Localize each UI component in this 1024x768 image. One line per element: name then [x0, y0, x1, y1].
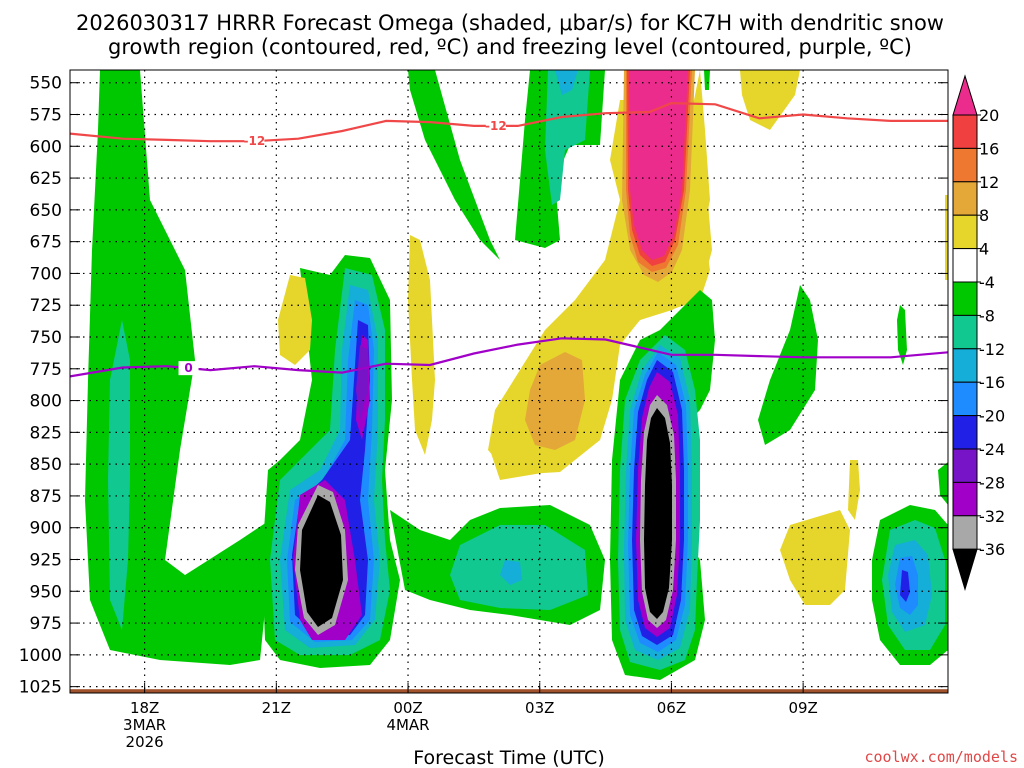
y-tick-label: 950 — [30, 582, 62, 602]
y-tick-label: 975 — [30, 614, 62, 634]
omega-shading — [85, 70, 948, 680]
y-tick-label: 725 — [30, 296, 62, 316]
colorbar-level-label: 12 — [979, 173, 999, 192]
y-tick-label: 625 — [30, 169, 62, 189]
omega-region-neg12-low-band — [500, 560, 522, 585]
omega-region-neg36-05z-column — [644, 408, 672, 619]
colorbar-level-label: 8 — [979, 206, 989, 225]
y-tick-label: 775 — [30, 360, 62, 380]
x-tick-label: 3MAR — [123, 716, 166, 734]
chart-title-line-2: growth region (contoured, red, ºC) and f… — [108, 35, 912, 59]
y-tick-label: 575 — [30, 106, 62, 126]
freezing-contour-label: 0 — [184, 361, 192, 375]
colorbar-band — [952, 281, 978, 316]
x-tick-label: 06Z — [657, 699, 686, 717]
colorbar-level-label: -32 — [979, 507, 1005, 526]
colorbar-level-label: -20 — [979, 407, 1005, 426]
omega-region-pos4-patch-f — [780, 510, 850, 605]
colorbar-bottom-arrow — [952, 548, 978, 591]
y-tick-label: 750 — [30, 328, 62, 348]
y-tick-label: 550 — [30, 74, 62, 94]
colorbar-level-label: -24 — [979, 440, 1005, 459]
x-tick-label: 09Z — [788, 699, 817, 717]
colorbar-level-label: -28 — [979, 473, 1005, 492]
omega-region-pos4-patch-d — [945, 195, 948, 280]
omega-region-neg12-upper-band — [555, 70, 578, 95]
x-tick-label: 21Z — [262, 699, 291, 717]
freezing-level-zero-contour — [70, 337, 948, 378]
freezing-contour-label-bg — [178, 361, 199, 376]
x-tick-label: 4MAR — [386, 716, 429, 734]
colorbar-level-label: -36 — [979, 540, 1005, 559]
colorbar-level-label: 20 — [979, 106, 999, 125]
colorbar-level-label: 16 — [979, 139, 999, 158]
omega-region-neg8-upper-band — [545, 70, 590, 205]
dgz-contour-label-2: -12 — [485, 119, 507, 133]
omega-region-neg8-left-column — [108, 320, 130, 630]
dgz-contour-label-2-bg — [485, 118, 506, 133]
colorbar-level-label: -4 — [979, 273, 995, 292]
x-axis-label: Forecast Time (UTC) — [413, 747, 604, 768]
colorbar-band — [952, 214, 978, 250]
omega-region-neg4-thin-streak — [897, 305, 907, 365]
credit-text: coolwx.com/models — [864, 748, 1018, 766]
x-tick-label: 03Z — [525, 699, 554, 717]
colorbar-level-label: -8 — [979, 306, 995, 325]
y-tick-label: 1025 — [19, 678, 62, 698]
colorbar-band — [952, 381, 978, 417]
colorbar-band — [952, 181, 978, 216]
y-tick-label: 850 — [30, 455, 62, 475]
omega-region-neg4-upper-middle — [408, 70, 500, 260]
y-tick-label: 600 — [30, 137, 62, 157]
omega-region-neg24-21z-core — [356, 345, 368, 420]
y-tick-label: 875 — [30, 487, 62, 507]
omega-region-pos4-patch-a — [278, 275, 312, 365]
chart-title-line-1: 2026030317 HRRR Forecast Omega (shaded, … — [76, 11, 944, 35]
colorbar-level-label: -16 — [979, 373, 1005, 392]
omega-region-pos20-upper-column — [629, 70, 688, 260]
colorbar-band — [952, 481, 978, 517]
x-tick-label: 00Z — [393, 699, 422, 717]
y-tick-label: 700 — [30, 264, 62, 284]
x-tick-label: 2026 — [126, 733, 164, 751]
ground-surface — [70, 689, 948, 693]
dgz-contour-label-1-bg — [244, 134, 265, 149]
y-axis-pressure: 550 575 600 625 650 675 700 725 750 775 800 825 850 8… — [19, 74, 948, 698]
omega-region-pos4-patch-e — [848, 460, 860, 520]
colorbar-band — [952, 348, 978, 383]
y-tick-label: 925 — [30, 551, 62, 571]
y-tick-label: 675 — [30, 233, 62, 253]
colorbar-band — [952, 114, 978, 149]
colorbar-band — [952, 147, 978, 183]
y-tick-label: 900 — [30, 519, 62, 539]
y-tick-label: 825 — [30, 423, 62, 443]
dgz-contour-label-1: -12 — [244, 134, 266, 148]
colorbar-top-arrow — [952, 74, 978, 116]
colorbar-level-label: 4 — [979, 240, 989, 259]
omega-region-neg4-thin-strip — [704, 70, 710, 90]
y-tick-label: 650 — [30, 201, 62, 221]
colorbar: 20 16 12 8 4 -4 -8 -12 -16 -20 -24 -28 -32 -36 — [952, 74, 1005, 591]
y-tick-label: 800 — [30, 392, 62, 412]
plot-frame — [69, 69, 949, 694]
colorbar-level-label: -12 — [979, 340, 1005, 359]
x-tick-label: 18Z — [130, 699, 159, 717]
dgz-minus12-contour — [70, 101, 948, 143]
omega-region-pos4-patch-c — [740, 70, 800, 130]
colorbar-band — [952, 515, 978, 550]
y-tick-label: 1000 — [19, 646, 62, 666]
colorbar-band — [952, 314, 978, 350]
colorbar-band — [952, 415, 978, 450]
omega-region-neg24-right-blob — [900, 570, 910, 602]
colorbar-band — [952, 448, 978, 483]
omega-region-neg4-far-right-strip — [938, 462, 948, 505]
colorbar-band — [952, 248, 978, 283]
